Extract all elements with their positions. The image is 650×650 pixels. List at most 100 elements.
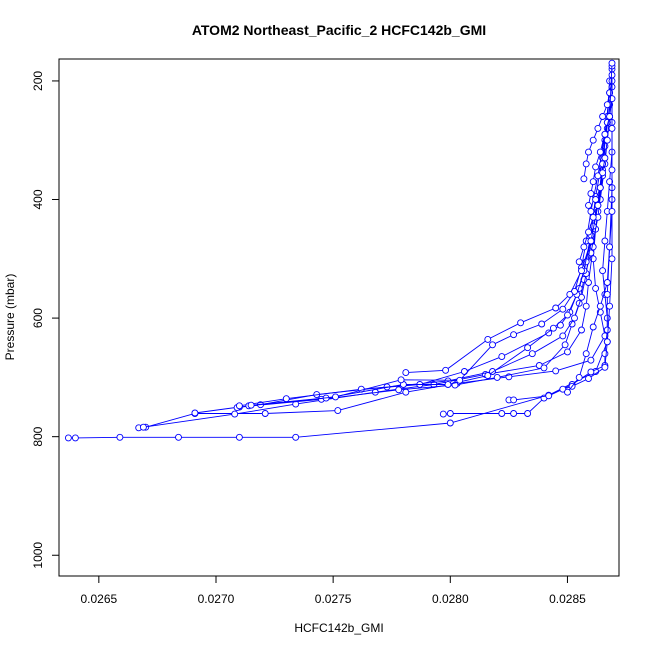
data-point <box>235 402 243 410</box>
data-point <box>397 376 405 384</box>
data-point <box>601 237 609 245</box>
data-point <box>592 284 600 292</box>
data-point <box>585 201 592 209</box>
data-point <box>596 184 604 192</box>
y-tick-label: 400 <box>31 189 45 209</box>
data-point <box>575 258 583 266</box>
data-point <box>580 175 588 183</box>
data-point <box>575 373 583 381</box>
series-9 <box>402 118 611 377</box>
data-point <box>446 419 454 427</box>
data-point <box>585 228 592 236</box>
data-point <box>261 410 269 417</box>
series-4 <box>191 136 609 417</box>
data-point <box>582 160 590 168</box>
data-point <box>606 113 614 120</box>
data-point <box>332 393 339 401</box>
data-point <box>603 326 611 334</box>
data-point <box>247 401 255 409</box>
data-point <box>510 410 518 417</box>
data-point <box>585 148 592 156</box>
data-point <box>484 335 492 343</box>
data-point <box>606 302 614 310</box>
data-point <box>587 356 595 364</box>
data-point <box>608 255 616 263</box>
chart-title: ATOM2 Northeast_Pacific_2 HCFC142b_GMI <box>192 22 486 38</box>
data-point <box>395 386 403 394</box>
data-point <box>561 341 569 349</box>
data-point <box>596 148 604 156</box>
data-point <box>603 338 611 346</box>
data-point <box>292 433 300 441</box>
data-point <box>606 178 614 186</box>
y-axis: 200 400 600 800 1000 <box>31 71 60 569</box>
data-point <box>444 381 452 388</box>
data-point <box>601 130 609 138</box>
data-point <box>578 326 585 334</box>
y-tick-label: 200 <box>31 71 45 91</box>
data-point <box>510 331 518 339</box>
data-point <box>601 350 609 358</box>
data-point <box>139 423 147 431</box>
data-point <box>564 348 571 356</box>
data-point <box>589 178 597 186</box>
data-point <box>442 366 450 374</box>
data-point <box>589 136 597 144</box>
data-point <box>484 372 492 380</box>
data-point <box>601 363 609 371</box>
data-point <box>571 314 578 322</box>
data-point <box>589 243 597 251</box>
y-axis-label: Pressure (mbar) <box>3 274 17 361</box>
data-point <box>439 410 447 418</box>
data-point <box>552 367 560 375</box>
data-point <box>603 279 611 286</box>
data-point <box>608 59 616 67</box>
x-axis: 0.0265 0.0270 0.0275 0.0280 0.0285 <box>80 575 586 606</box>
data-point <box>589 323 597 331</box>
data-point <box>599 169 607 177</box>
x-tick-label: 0.0280 <box>432 592 469 606</box>
y-tick-label: 800 <box>31 426 45 446</box>
data-point <box>517 319 525 327</box>
data-point <box>599 267 607 275</box>
data-point <box>596 302 604 310</box>
data-point <box>402 388 410 396</box>
data-point <box>510 396 518 404</box>
data-point <box>606 243 614 251</box>
data-point <box>589 213 597 221</box>
data-point <box>64 434 72 442</box>
data-point <box>580 243 588 251</box>
data-point <box>594 124 602 132</box>
data-point <box>587 368 595 376</box>
data-point <box>587 207 595 215</box>
data-point <box>524 344 532 352</box>
data-point <box>235 433 243 441</box>
data-point <box>498 353 506 361</box>
data-point <box>446 410 454 417</box>
data-point <box>545 392 553 400</box>
data-point <box>334 407 342 415</box>
data-point <box>592 196 600 203</box>
data-layer <box>64 59 616 442</box>
data-point <box>601 154 609 162</box>
data-point <box>559 305 567 313</box>
data-point <box>538 320 546 328</box>
data-point <box>524 410 532 417</box>
data-point <box>603 136 611 144</box>
data-point <box>493 373 501 381</box>
data-point <box>456 376 464 384</box>
data-point <box>603 290 611 298</box>
data-point <box>552 304 560 312</box>
data-point <box>608 166 616 174</box>
data-point <box>566 290 574 298</box>
data-point <box>582 350 590 358</box>
data-point <box>559 332 567 340</box>
y-tick-label: 600 <box>31 308 45 328</box>
data-point <box>592 163 600 171</box>
series-11 <box>505 196 616 404</box>
data-point <box>71 434 79 442</box>
data-point <box>549 324 557 332</box>
x-axis-label: HCFC142b_GMI <box>294 621 383 635</box>
data-point <box>540 364 548 372</box>
